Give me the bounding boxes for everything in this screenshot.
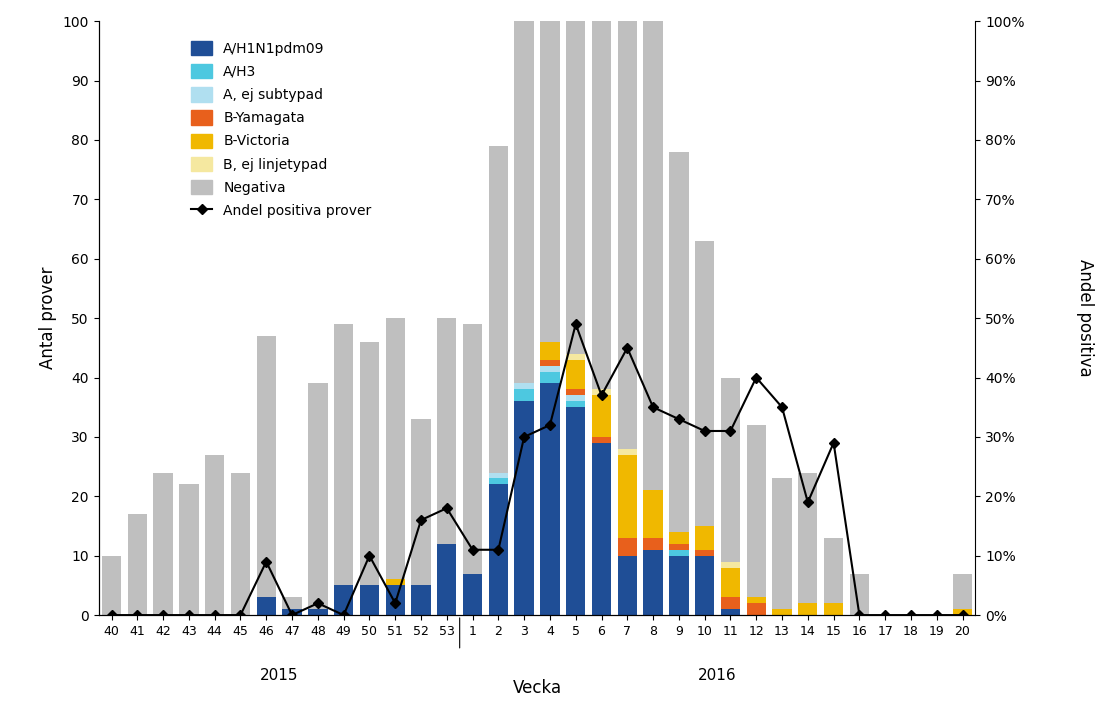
Bar — [256, 597, 276, 615]
Bar — [721, 561, 740, 568]
Bar — [618, 0, 637, 449]
Y-axis label: Antal prover: Antal prover — [39, 267, 57, 369]
Bar — [670, 544, 688, 550]
Bar — [721, 378, 740, 561]
Bar — [514, 402, 534, 615]
Bar — [359, 342, 379, 585]
Bar — [566, 407, 585, 615]
Bar — [127, 514, 147, 615]
Bar — [463, 324, 482, 573]
Bar — [695, 556, 715, 615]
Bar — [721, 568, 740, 597]
Bar — [437, 318, 456, 544]
Bar — [618, 556, 637, 615]
Bar — [514, 9, 534, 383]
X-axis label: Vecka: Vecka — [513, 679, 561, 698]
Bar — [566, 0, 585, 354]
Bar — [205, 455, 225, 615]
Bar — [540, 360, 560, 366]
Bar — [437, 544, 456, 615]
Bar — [798, 472, 818, 603]
Bar — [566, 402, 585, 407]
Bar — [592, 443, 612, 615]
Bar — [489, 472, 509, 479]
Bar — [670, 556, 688, 615]
Bar — [824, 538, 843, 603]
Text: 2015: 2015 — [260, 668, 298, 683]
Bar — [540, 342, 560, 360]
Bar — [618, 455, 637, 538]
Bar — [592, 395, 612, 437]
Bar — [670, 152, 688, 532]
Bar — [256, 336, 276, 597]
Bar — [566, 390, 585, 395]
Bar — [952, 609, 972, 615]
Bar — [721, 609, 740, 615]
Bar — [592, 437, 612, 443]
Bar — [540, 366, 560, 372]
Bar — [670, 532, 688, 544]
Bar — [489, 484, 509, 615]
Bar — [618, 449, 637, 455]
Bar — [695, 550, 715, 556]
Bar — [618, 538, 637, 556]
Bar — [773, 609, 791, 615]
Bar — [540, 383, 560, 615]
Bar — [695, 241, 715, 526]
Bar — [746, 603, 766, 615]
Bar — [180, 484, 198, 615]
Bar — [643, 538, 663, 550]
Bar — [746, 425, 766, 597]
Bar — [489, 479, 509, 484]
Bar — [643, 491, 663, 538]
Y-axis label: Andel positiva: Andel positiva — [1076, 259, 1094, 377]
Bar — [592, 0, 612, 390]
Bar — [411, 585, 431, 615]
Bar — [824, 603, 843, 615]
Bar — [514, 390, 534, 402]
Bar — [643, 0, 663, 491]
Bar — [514, 383, 534, 390]
Text: 2016: 2016 — [698, 668, 737, 683]
Bar — [463, 573, 482, 615]
Bar — [670, 550, 688, 556]
Bar — [386, 580, 404, 585]
Bar — [721, 597, 740, 609]
Bar — [386, 585, 404, 615]
Bar — [334, 585, 353, 615]
Bar — [489, 146, 509, 472]
Bar — [283, 609, 301, 615]
Bar — [643, 550, 663, 615]
Bar — [592, 390, 612, 395]
Bar — [849, 573, 869, 615]
Bar — [231, 472, 250, 615]
Bar — [746, 597, 766, 603]
Bar — [102, 556, 122, 615]
Bar — [566, 360, 585, 390]
Bar — [411, 419, 431, 585]
Bar — [283, 597, 301, 609]
Legend: A/H1N1pdm09, A/H3, A, ej subtypad, B-Yamagata, B-Victoria, B, ej linjetypad, Neg: A/H1N1pdm09, A/H3, A, ej subtypad, B-Yam… — [184, 34, 378, 225]
Bar — [308, 609, 328, 615]
Bar — [798, 603, 818, 615]
Bar — [540, 0, 560, 342]
Bar — [952, 573, 972, 609]
Bar — [308, 383, 328, 609]
Bar — [540, 372, 560, 383]
Bar — [566, 354, 585, 360]
Bar — [334, 324, 353, 585]
Bar — [566, 395, 585, 402]
Bar — [153, 472, 173, 615]
Bar — [695, 526, 715, 550]
Bar — [773, 479, 791, 609]
Bar — [359, 585, 379, 615]
Bar — [386, 318, 404, 580]
